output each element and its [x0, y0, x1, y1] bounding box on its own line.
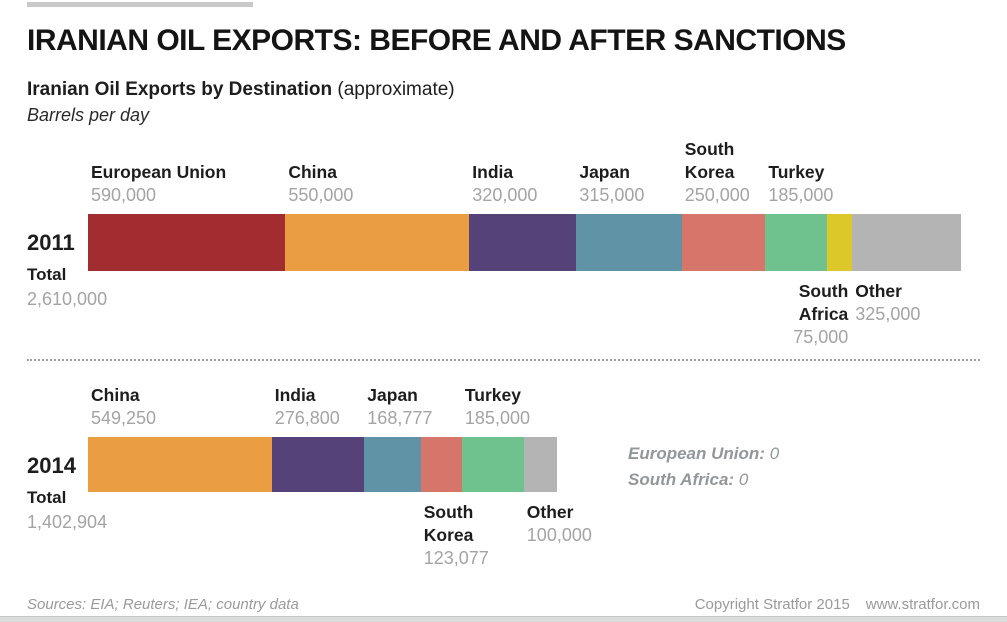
segment-label-2011-south-korea: South Korea 250,000 — [685, 138, 750, 207]
segment-label-2011-european-union: European Union 590,000 — [91, 161, 226, 207]
bar-segment-2011-japan — [576, 214, 682, 271]
total-value-2014: 1,402,904 — [27, 512, 108, 532]
bottom-accent-bar — [0, 616, 1007, 622]
segment-name: South Korea — [684, 139, 735, 182]
sources-note: Sources: EIA; Reuters; IEA; country data — [27, 596, 299, 613]
bar-segment-2014-india — [271, 437, 365, 492]
bar-segment-2011-south-africa — [827, 214, 853, 271]
segment-name: Turkey — [464, 385, 521, 405]
segment-value: 550,000 — [288, 185, 354, 205]
top-accent-bar — [27, 2, 253, 7]
segment-value: 185,000 — [464, 408, 530, 428]
bar-segment-2014-turkey — [461, 437, 524, 492]
copyright-text: Copyright Stratfor 2015 — [694, 596, 850, 613]
segment-label-2011-turkey: Turkey 185,000 — [768, 161, 833, 207]
segment-label-2011-japan: Japan 315,000 — [579, 161, 644, 207]
segment-label-2014-india: India 276,800 — [275, 384, 340, 430]
segment-value: 276,800 — [274, 408, 340, 428]
segment-value: 100,000 — [526, 525, 592, 545]
segment-name: Japan — [367, 385, 418, 405]
bar-segment-2011-turkey — [765, 214, 828, 271]
unit-label: Barrels per day — [27, 105, 150, 125]
bar-segment-2011-other — [852, 214, 961, 271]
segment-label-2014-south-korea: South Korea 123,077 — [424, 501, 489, 570]
segment-label-2014-turkey: Turkey 185,000 — [465, 384, 530, 430]
segment-name: European Union — [91, 162, 227, 182]
bar-segment-2011-china — [285, 214, 470, 271]
bar-segment-2014-south-korea — [420, 437, 462, 492]
segment-value: 325,000 — [855, 304, 921, 324]
segment-value: 549,250 — [91, 408, 157, 428]
footer-right: Copyright Stratfor 2015 www.stratfor.com — [695, 596, 980, 613]
total-label-2014: Total — [27, 488, 67, 507]
page-title: IRANIAN OIL EXPORTS: BEFORE AND AFTER SA… — [27, 24, 846, 57]
bar-segment-2014-china — [88, 437, 272, 492]
bar-segment-2014-japan — [364, 437, 421, 492]
bar-segment-2011-european-union — [88, 214, 286, 271]
segment-name: Other — [855, 281, 902, 301]
zero-values-note: European Union: 0 South Africa: 0 — [628, 441, 779, 493]
segment-value: 168,777 — [367, 408, 433, 428]
segment-name: China — [288, 162, 337, 182]
zero-note-eu: European Union: 0 — [628, 444, 780, 463]
bar-segment-2014-other — [523, 437, 558, 492]
chart-subtitle-note: (approximate) — [337, 79, 455, 100]
segment-label-2011-india: India 320,000 — [472, 161, 537, 207]
segment-name: China — [91, 385, 140, 405]
segment-label-2014-japan: Japan 168,777 — [367, 384, 432, 430]
segment-value: 123,077 — [423, 548, 489, 568]
zero-note-south-africa: South Africa: 0 — [628, 470, 749, 489]
website-text: www.stratfor.com — [865, 596, 980, 613]
segment-name: South Africa — [798, 281, 849, 324]
segment-value: 250,000 — [684, 185, 750, 205]
segment-name: Turkey — [768, 162, 825, 182]
year-label-2014: 2014 — [27, 453, 76, 478]
chart-subtitle-main: Iranian Oil Exports by Destination — [27, 79, 333, 100]
segment-name: India — [472, 162, 514, 182]
bar-segment-2011-south-korea — [681, 214, 766, 271]
segment-name: Other — [526, 502, 574, 522]
segment-name: South Korea — [423, 502, 474, 545]
segment-label-2011-other: Other 325,000 — [855, 280, 920, 326]
segment-value: 590,000 — [91, 185, 157, 205]
segment-value: 320,000 — [472, 185, 538, 205]
year-label-2011: 2011 — [27, 230, 75, 255]
chart-subtitle: Iranian Oil Exports by Destination (appr… — [27, 79, 455, 101]
dotted-divider — [27, 359, 980, 361]
total-value-2011: 2,610,000 — [27, 289, 108, 309]
segment-name: Japan — [579, 162, 630, 182]
segment-name: India — [274, 385, 316, 405]
segment-value: 75,000 — [793, 327, 849, 347]
segment-value: 315,000 — [579, 185, 645, 205]
total-label-2011: Total — [27, 265, 67, 284]
segment-label-2011-china: China 550,000 — [288, 161, 353, 207]
segment-value: 185,000 — [768, 185, 834, 205]
segment-label-2011-south-africa: South Africa 75,000 — [793, 280, 848, 349]
segment-label-2014-other: Other 100,000 — [527, 501, 592, 547]
bar-segment-2011-india — [469, 214, 577, 271]
segment-label-2014-china: China 549,250 — [91, 384, 156, 430]
